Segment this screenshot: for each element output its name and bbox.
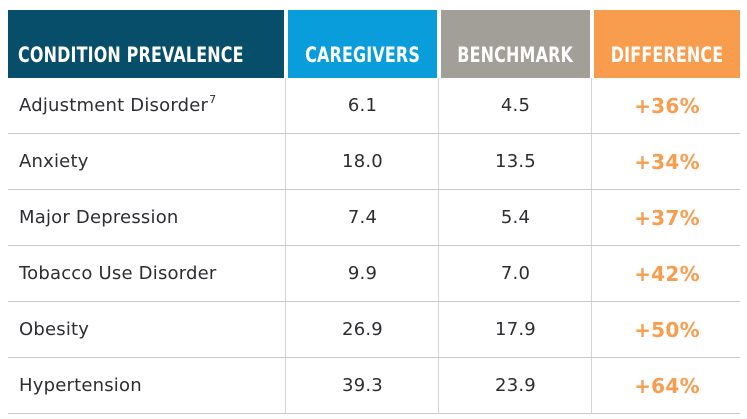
header-cell-difference: DIFFERENCE [594, 10, 740, 78]
caregivers-value: 26.9 [288, 302, 439, 357]
table-row: Adjustment Disorder 7 6.1 4.5 +36% [8, 78, 740, 134]
table-row: Tobacco Use Disorder 9.9 7.0 +42% [8, 246, 740, 302]
table-row: Hypertension 39.3 23.9 +64% [8, 358, 740, 414]
prevalence-table: CONDITION PREVALENCE CAREGIVERS BENCHMAR… [8, 10, 740, 414]
header-cell-caregivers: CAREGIVERS [288, 10, 437, 78]
condition-cell: Major Depression [8, 190, 286, 245]
caregivers-value: 7.4 [288, 190, 439, 245]
header-label-condition: CONDITION PREVALENCE [18, 43, 244, 67]
condition-label: Tobacco Use Disorder [19, 263, 217, 284]
benchmark-value: 4.5 [441, 78, 592, 133]
caregivers-value: 39.3 [288, 358, 439, 413]
header-label-caregivers: CAREGIVERS [305, 43, 420, 67]
caregivers-value: 6.1 [288, 78, 439, 133]
header-cell-condition-prevalence: CONDITION PREVALENCE [8, 10, 284, 78]
table-row: Major Depression 7.4 5.4 +37% [8, 190, 740, 246]
header-cell-benchmark: BENCHMARK [441, 10, 590, 78]
condition-cell: Tobacco Use Disorder [8, 246, 286, 301]
table-header-row: CONDITION PREVALENCE CAREGIVERS BENCHMAR… [8, 10, 740, 78]
benchmark-value: 17.9 [441, 302, 592, 357]
condition-cell: Adjustment Disorder 7 [8, 78, 286, 133]
caregivers-value: 18.0 [288, 134, 439, 189]
benchmark-value: 5.4 [441, 190, 592, 245]
caregivers-value: 9.9 [288, 246, 439, 301]
table-body: Adjustment Disorder 7 6.1 4.5 +36% Anxiet… [8, 78, 740, 414]
condition-cell: Anxiety [8, 134, 286, 189]
difference-value: +36% [634, 93, 700, 118]
condition-label: Major Depression [19, 207, 179, 228]
condition-label: Obesity [19, 319, 90, 340]
benchmark-value: 7.0 [441, 246, 592, 301]
table-row: Obesity 26.9 17.9 +50% [8, 302, 740, 358]
difference-value: +42% [634, 261, 700, 286]
condition-label: Hypertension [19, 375, 142, 396]
condition-label: Adjustment Disorder [19, 95, 209, 116]
header-label-benchmark: BENCHMARK [457, 43, 574, 67]
condition-cell: Obesity [8, 302, 286, 357]
difference-value: +34% [634, 149, 700, 174]
header-label-difference: DIFFERENCE [610, 43, 724, 67]
difference-value: +64% [634, 373, 700, 398]
benchmark-value: 13.5 [441, 134, 592, 189]
table-row: Anxiety 18.0 13.5 +34% [8, 134, 740, 190]
condition-cell: Hypertension [8, 358, 286, 413]
benchmark-value: 23.9 [441, 358, 592, 413]
difference-value: +37% [634, 205, 700, 230]
difference-value: +50% [634, 317, 700, 342]
condition-label: Anxiety [19, 151, 89, 172]
